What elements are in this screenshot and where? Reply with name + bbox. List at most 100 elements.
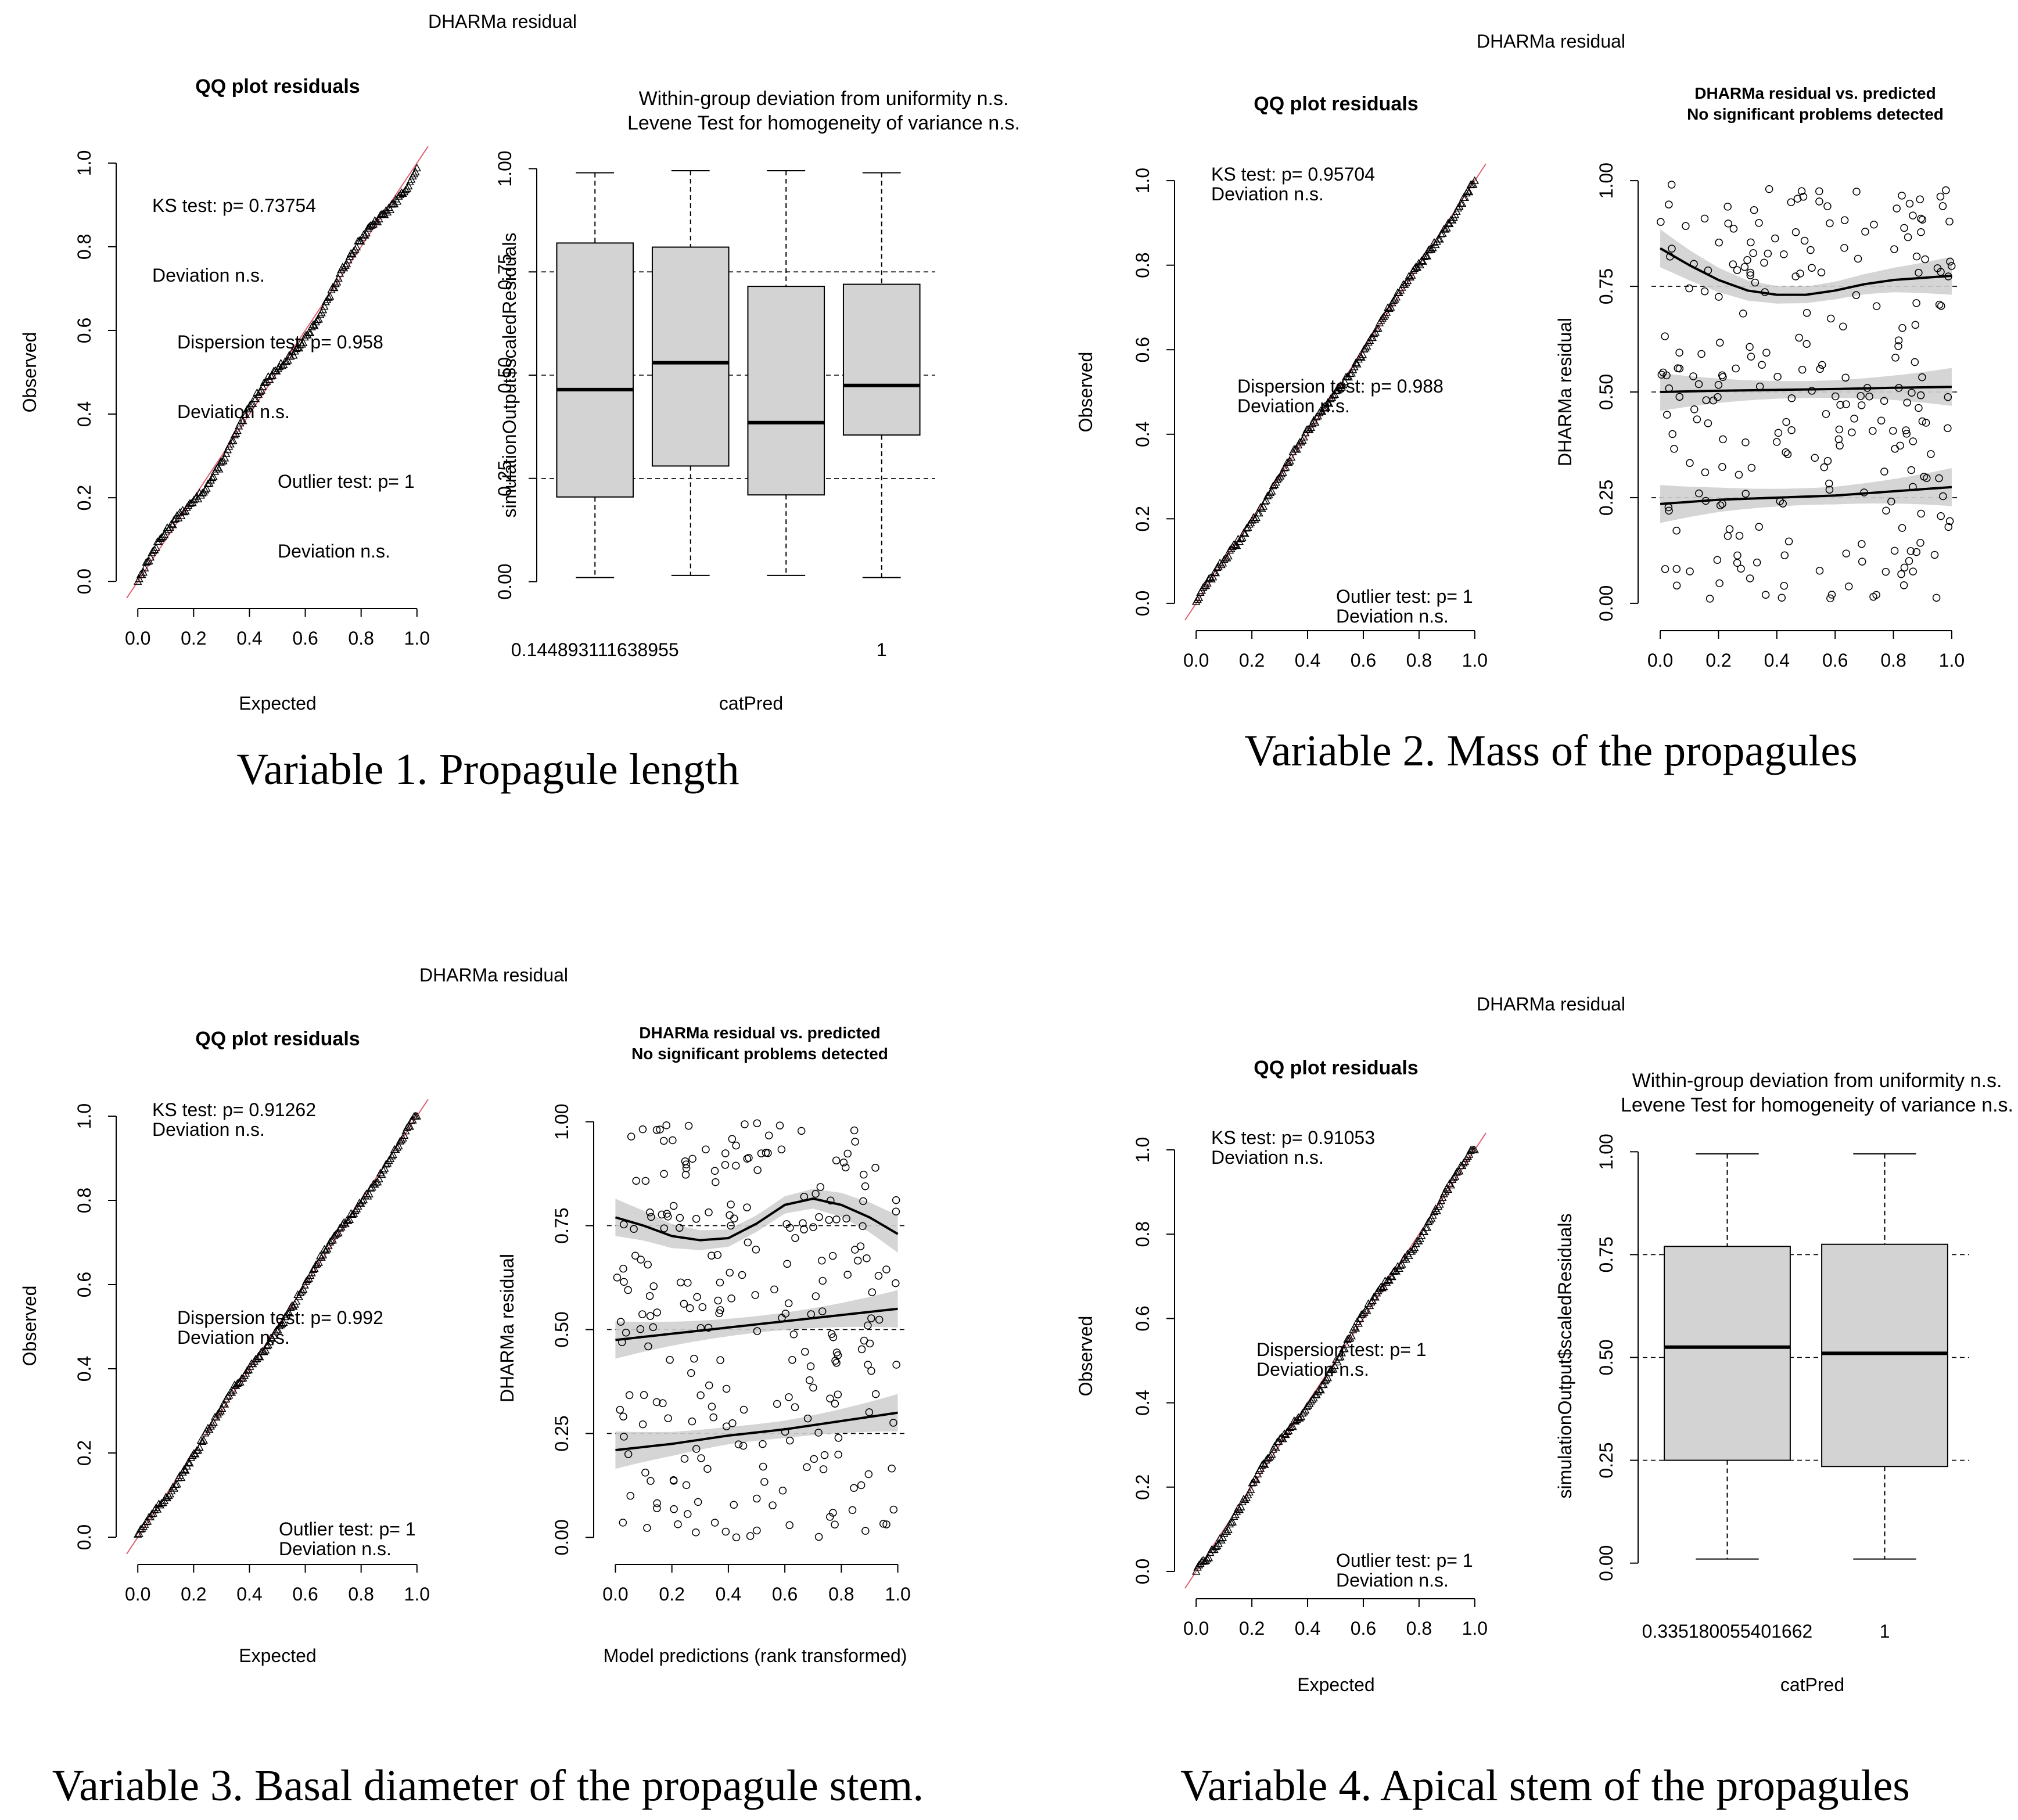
qq-point [1420, 252, 1429, 260]
residual-point [627, 1132, 635, 1141]
qq-point [145, 556, 153, 564]
residual-point [638, 1125, 647, 1134]
qq-y-tick-label: 0.6 [1132, 337, 1153, 362]
qq-point [1280, 463, 1289, 472]
residual-point [1773, 372, 1782, 381]
residual-point [834, 1434, 843, 1442]
qq-point [1421, 251, 1430, 259]
qq-point [295, 1292, 304, 1300]
residual-point [727, 1221, 735, 1230]
qq-point [139, 568, 148, 576]
residual-point [647, 1477, 655, 1485]
box-body [1821, 1243, 1948, 1467]
qq-point [369, 220, 378, 228]
residual-point [1740, 263, 1749, 271]
residual-point [738, 1271, 746, 1279]
residual-point [721, 1527, 730, 1536]
residual-point [732, 1161, 740, 1170]
qq-annotation: Deviation n.s. [152, 265, 265, 286]
residual-point [726, 1268, 734, 1277]
qq-point [277, 1321, 285, 1329]
residual-point [1921, 255, 1929, 264]
right-title-line: Within-group deviation from uniformity n… [1632, 1070, 2002, 1092]
residual-point [785, 1521, 793, 1530]
residual-point [1750, 206, 1758, 214]
qq-point [1354, 1319, 1363, 1327]
residual-point [1944, 272, 1952, 280]
residual-point [782, 1220, 791, 1228]
scatter-x-tick-label: 0.0 [1647, 650, 1673, 671]
residual-point [1665, 200, 1673, 208]
qq-x-axis-label: Expected [1297, 1674, 1374, 1695]
qq-x-tick-label: 0.2 [1239, 1618, 1265, 1639]
qq-point [1294, 1413, 1303, 1421]
qq-point [1288, 1422, 1297, 1430]
qq-point [1261, 497, 1269, 506]
qq-point [1312, 412, 1321, 420]
residual-point [727, 1200, 735, 1208]
residual-point [1822, 410, 1830, 418]
residual-point [698, 1303, 707, 1311]
qq-point [256, 1353, 264, 1361]
qq-point [389, 1150, 397, 1159]
residual-point [1877, 416, 1886, 425]
residual-point [1760, 258, 1768, 267]
qq-point [335, 269, 344, 277]
residual-point [1852, 291, 1861, 299]
residual-point [832, 1156, 841, 1165]
residual-point [664, 1414, 672, 1422]
residual-point [1724, 220, 1732, 228]
qq-annotation: Deviation n.s. [279, 1538, 392, 1559]
residual-point [1899, 581, 1908, 589]
residual-point [1917, 228, 1925, 236]
residual-point [1832, 392, 1840, 401]
residual-point [753, 1327, 762, 1335]
residual-point [784, 1299, 793, 1308]
residual-point [681, 1157, 690, 1166]
residual-point [1779, 499, 1787, 508]
qq-point [135, 1529, 143, 1537]
qq-point [411, 167, 420, 175]
qq-point [310, 1264, 319, 1272]
qq-point [202, 484, 211, 492]
qq-point [1284, 458, 1293, 466]
residual-point [1930, 551, 1939, 559]
residual-point [864, 1321, 872, 1330]
qq-point [1336, 1353, 1345, 1361]
quantile-confidence-band [615, 1188, 898, 1253]
residual-point [638, 1310, 647, 1318]
residual-point [670, 1477, 678, 1485]
qq-annotation: Deviation n.s. [1256, 1359, 1369, 1380]
residual-point [726, 1211, 734, 1220]
qq-point [223, 1392, 232, 1400]
right-y-tick-label: 0.50 [1596, 374, 1617, 410]
scatter-x-tick-label: 0.0 [602, 1584, 628, 1605]
qq-x-tick-label: 0.2 [181, 628, 206, 649]
qq-point [241, 410, 250, 418]
right-y-axis-label: DHARMa residual [1554, 318, 1575, 466]
qq-point [405, 1122, 414, 1130]
qq-point [1333, 1357, 1342, 1366]
residual-point [1912, 548, 1921, 556]
residual-point [1909, 437, 1918, 445]
residual-point [867, 1314, 875, 1322]
residual-point [1935, 300, 1944, 309]
qq-point [286, 352, 295, 360]
residual-point [788, 1355, 796, 1364]
qq-point [1329, 391, 1338, 399]
box-group-1 [1664, 1153, 1791, 1560]
residual-point [744, 1238, 752, 1247]
residual-point [1791, 228, 1800, 236]
residual-point [1842, 549, 1851, 557]
residual-point [1918, 417, 1927, 426]
residual-point [817, 1257, 826, 1265]
qq-point [1437, 229, 1446, 238]
qq-point [1470, 176, 1479, 184]
residual-point [619, 1264, 627, 1273]
qq-plot-p4 [1166, 1132, 1486, 1607]
residual-point [1823, 456, 1832, 465]
qq-point [1287, 452, 1296, 461]
qq-point [157, 533, 166, 541]
residual-point [1764, 249, 1772, 258]
residual-point [739, 1441, 748, 1450]
